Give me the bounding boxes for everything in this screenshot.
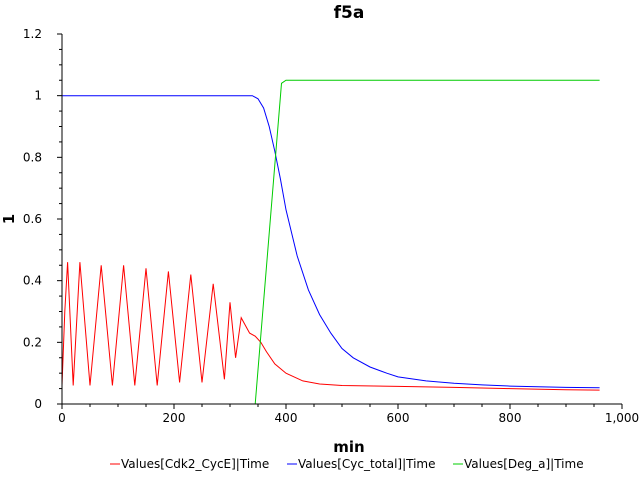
legend-label: Values[Cyc_total]|Time [298,457,436,471]
chart-title: f5a [334,3,365,23]
y-tick-label: 0 [34,397,42,411]
series-line-3 [62,79,600,405]
x-tick-label: 200 [163,411,186,425]
series-line-1 [61,262,600,391]
y-tick-label: 0.6 [23,212,42,226]
y-tick-label: 0.4 [23,274,42,288]
plot-area [61,79,600,405]
y-tick-label: 0.8 [23,150,42,164]
series-line-2 [62,95,600,389]
y-tick-label: 0.2 [23,335,42,349]
legend-label: Values[Deg_a]|Time [464,457,584,471]
y-axis-label: 1 [0,214,18,224]
x-axis-label: min [333,438,364,456]
axes: 0 200 400 600 800 1,000 0 0.2 0.4 0.6 0.8 1 1.2 [23,27,639,425]
legend: Values[Cdk2_CycE]|Time Values[Cyc_total]|… [110,457,584,471]
y-tick-label: 1 [34,89,42,103]
x-tick-label: 0 [58,411,66,425]
x-tick-label: 400 [275,411,298,425]
y-tick-label: 1.2 [23,27,42,41]
x-tick-label: 800 [499,411,522,425]
legend-label: Values[Cdk2_CycE]|Time [121,457,269,471]
x-tick-label: 600 [387,411,410,425]
x-tick-label: 1,000 [605,411,639,425]
